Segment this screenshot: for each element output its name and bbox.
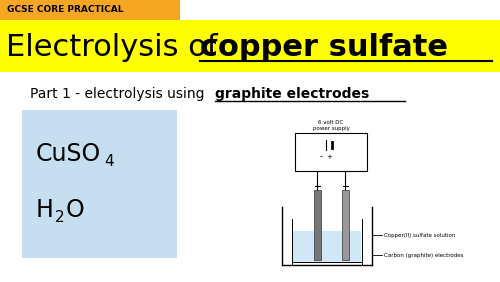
Text: Electrolysis of: Electrolysis of — [6, 34, 227, 63]
Text: CuSO: CuSO — [36, 142, 101, 166]
Bar — [0, 0, 180, 20]
Text: graphite electrodes: graphite electrodes — [215, 87, 369, 101]
Bar — [293, 231, 361, 262]
Text: copper sulfate: copper sulfate — [200, 34, 448, 63]
Bar — [295, 133, 367, 171]
Text: H: H — [36, 198, 54, 222]
Text: +: + — [326, 154, 332, 160]
Bar — [0, 20, 500, 72]
Text: -: - — [320, 153, 322, 162]
Text: GCSE CORE PRACTICAL: GCSE CORE PRACTICAL — [7, 6, 123, 14]
Bar — [314, 190, 321, 260]
Bar — [342, 190, 349, 260]
Text: Part 1 - electrolysis using: Part 1 - electrolysis using — [30, 87, 209, 101]
Text: Copper(II) sulfate solution: Copper(II) sulfate solution — [384, 232, 456, 237]
Text: 6 volt DC
power supply: 6 volt DC power supply — [312, 120, 350, 131]
Text: 4: 4 — [104, 155, 114, 169]
Text: O: O — [66, 198, 85, 222]
Text: 2: 2 — [55, 210, 64, 226]
Bar — [22, 110, 177, 258]
Text: Carbon (graphite) electrodes: Carbon (graphite) electrodes — [384, 252, 464, 257]
